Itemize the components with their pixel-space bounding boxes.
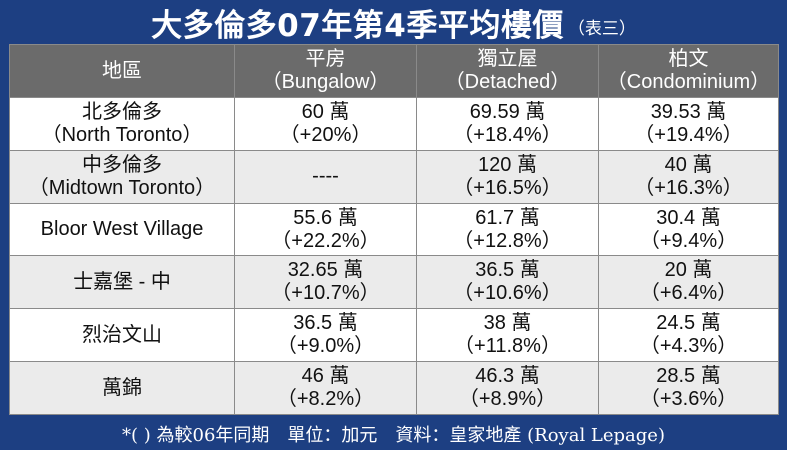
price-value: 46 萬 [301,365,350,388]
table-row: 中多倫多 （Midtown Toronto） ---- 120 萬 （+16.5… [9,149,779,204]
detached-cell: 120 萬 （+16.5%） [416,149,599,204]
region-cell: 中多倫多 （Midtown Toronto） [9,149,235,204]
header-label: 獨立屋 [477,48,538,70]
price-value: 61.7 萬 [475,206,540,229]
price-change: （+3.6%） [639,388,738,411]
header-row: 地區 平房 （Bungalow） 獨立屋 （Detached） 柏文 （Cond… [9,44,779,98]
region-name: 中多倫多 [82,153,162,176]
region-name: 烈治文山 [82,323,162,346]
bungalow-cell: 55.6 萬 （+22.2%） [234,202,417,257]
bungalow-cell: 36.5 萬 （+9.0%） [234,308,417,363]
header-detached: 獨立屋 （Detached） [416,44,599,98]
table-row: 烈治文山 36.5 萬 （+9.0%） 38 萬 （+11.8%） 24.5 萬… [9,308,779,363]
title-bar: 大多倫多07年第4季平均樓價 （表三） [0,0,787,44]
price-value: 30.4 萬 [656,206,721,229]
header-sublabel: （Detached） [444,71,571,93]
price-change: （+10.7%） [271,282,380,305]
price-value: 24.5 萬 [656,312,721,335]
price-change: （+4.3%） [639,335,738,358]
price-value: 32.65 萬 [287,259,364,282]
price-value: 46.3 萬 [475,365,540,388]
price-change: （+8.9%） [458,388,557,411]
detached-cell: 61.7 萬 （+12.8%） [416,202,599,257]
price-change: （+18.4%） [453,123,562,146]
table-row: Bloor West Village 55.6 萬 （+22.2%） 61.7 … [9,202,779,257]
header-label: 平房 [305,48,346,70]
bungalow-cell: 60 萬 （+20%） [234,97,417,151]
price-value: 39.53 萬 [650,100,727,123]
condo-cell: 40 萬 （+16.3%） [598,149,779,204]
header-sublabel: （Condominium） [606,71,771,93]
condo-cell: 28.5 萬 （+3.6%） [598,361,779,415]
condo-cell: 24.5 萬 （+4.3%） [598,308,779,363]
condo-cell: 39.53 萬 （+19.4%） [598,97,779,151]
price-change: （+11.8%） [454,335,561,358]
price-value: 60 萬 [301,100,350,123]
price-value: ---- [312,165,339,188]
header-label: 地區 [102,59,142,82]
region-cell: 北多倫多 （North Toronto） [9,97,235,151]
region-name: 北多倫多 [82,100,162,123]
price-value: 36.5 萬 [293,312,358,335]
price-change: （+16.3%） [634,176,743,199]
price-value: 28.5 萬 [656,365,721,388]
price-value: 36.5 萬 [475,259,540,282]
table-number: （表三） [567,18,636,39]
price-change: （+8.2%） [276,388,375,411]
detached-cell: 38 萬 （+11.8%） [416,308,599,363]
detached-cell: 69.59 萬 （+18.4%） [416,97,599,151]
header-region: 地區 [9,44,235,98]
table-row: 萬錦 46 萬 （+8.2%） 46.3 萬 （+8.9%） 28.5 萬 （+… [9,361,779,415]
region-cell: Bloor West Village [9,202,235,257]
price-change: （+9.0%） [276,335,375,358]
condo-cell: 20 萬 （+6.4%） [598,255,779,310]
header-condo: 柏文 （Condominium） [598,44,779,98]
price-value: 120 萬 [478,153,537,176]
price-value: 40 萬 [664,153,713,176]
price-change: （+16.5%） [453,176,562,199]
price-change: （+12.8%） [453,229,562,252]
region-name-en: （North Toronto） [41,123,203,146]
price-value: 55.6 萬 [293,206,358,229]
price-change: （+22.2%） [271,229,380,252]
region-cell: 烈治文山 [9,308,235,363]
table-row: 北多倫多 （North Toronto） 60 萬 （+20%） 69.59 萬… [9,97,779,151]
header-sublabel: （Bungalow） [261,71,390,93]
region-name: Bloor West Village [40,218,204,241]
price-value: 69.59 萬 [469,100,546,123]
price-change: （+6.4%） [639,282,738,305]
bungalow-cell: 32.65 萬 （+10.7%） [234,255,417,310]
price-change: （+9.4%） [639,229,738,252]
price-table: 地區 平房 （Bungalow） 獨立屋 （Detached） 柏文 （Cond… [9,44,779,415]
region-name: 士嘉堡 - 中 [73,270,171,293]
region-name: 萬錦 [102,376,142,399]
bungalow-cell: 46 萬 （+8.2%） [234,361,417,415]
header-bungalow: 平房 （Bungalow） [234,44,417,98]
detached-cell: 36.5 萬 （+10.6%） [416,255,599,310]
price-value: 20 萬 [664,259,713,282]
header-label: 柏文 [668,48,709,70]
bungalow-cell: ---- [234,149,417,204]
page-title: 大多倫多07年第4季平均樓價 [151,7,564,44]
price-value: 38 萬 [483,312,532,335]
region-cell: 萬錦 [9,361,235,415]
detached-cell: 46.3 萬 （+8.9%） [416,361,599,415]
table-row: 士嘉堡 - 中 32.65 萬 （+10.7%） 36.5 萬 （+10.6%）… [9,255,779,310]
region-name-en: （Midtown Toronto） [28,176,216,199]
price-change: （+10.6%） [453,282,562,305]
price-change: （+20%） [279,123,372,146]
condo-cell: 30.4 萬 （+9.4%） [598,202,779,257]
region-cell: 士嘉堡 - 中 [9,255,235,310]
footnote: *( ) 為較06年同期 單位：加元 資料：皇家地產 (Royal Lepage… [122,425,665,446]
price-change: （+19.4%） [634,123,743,146]
